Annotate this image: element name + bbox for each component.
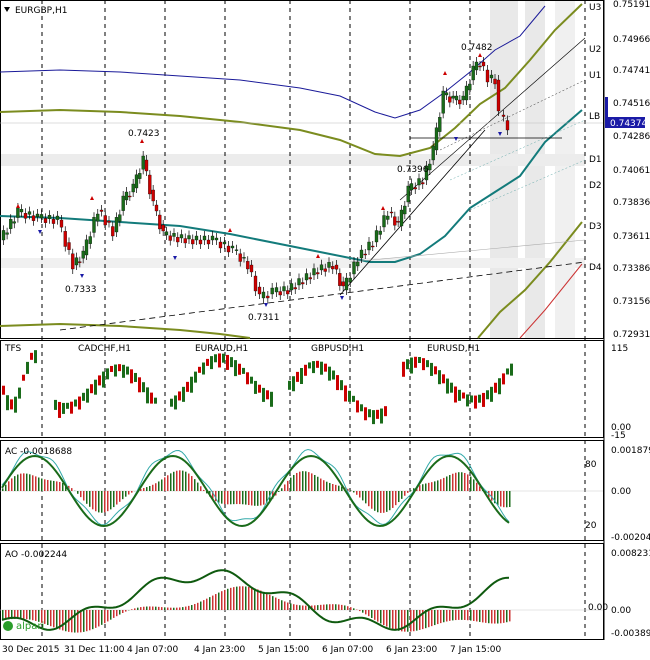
time-axis: 30 Dec 2015 31 Dec 11:00 4 Jan 07:00 4 J… <box>2 645 502 655</box>
dropdown-triangle-icon[interactable] <box>4 7 10 12</box>
envelope-lower-olive <box>0 322 251 339</box>
svg-text:4 Jan 23:00: 4 Jan 23:00 <box>194 645 246 655</box>
annotation-mid: 0.7396 <box>397 165 429 175</box>
red-channel-line <box>519 263 583 339</box>
svg-text:6 Jan 23:00: 6 Jan 23:00 <box>386 645 438 655</box>
ao-oscillator-panel[interactable]: AO -0.002244 0.008231 0.00 -0.003892 0.0… <box>0 543 650 640</box>
level-d1: D1 <box>589 155 602 165</box>
svg-text:20: 20 <box>585 521 597 531</box>
svg-text:0.73836: 0.73836 <box>613 198 650 208</box>
svg-text:5 Jan 15:00: 5 Jan 15:00 <box>258 645 310 655</box>
ao-label: AO -0.002244 <box>5 550 67 560</box>
current-price-label: 0.74374 <box>610 119 647 129</box>
pairs-label-gbpusd: GBPUSD,H1 <box>311 344 364 354</box>
level-u3: U3 <box>589 3 601 13</box>
pairs-panel[interactable]: TFS CADCHF,H1 EURAUD,H1 GBPUSD,H1 EURUSD… <box>0 340 632 442</box>
svg-text:115: 115 <box>611 344 628 354</box>
svg-text:0.75191: 0.75191 <box>613 0 650 10</box>
svg-text:0.74516: 0.74516 <box>613 99 650 109</box>
svg-text:0.00: 0.00 <box>611 423 631 433</box>
level-d4: D4 <box>589 263 602 273</box>
alpari-logo-icon <box>3 621 13 631</box>
svg-text:0.008231: 0.008231 <box>611 549 650 559</box>
alpari-logo-text: alpari <box>16 621 44 632</box>
level-lb: LB <box>589 112 600 122</box>
ac-label: AC -0.0018688 <box>5 447 72 457</box>
annotation-high-2: 0.7423 <box>128 129 160 139</box>
svg-text:0.74741: 0.74741 <box>613 66 650 76</box>
svg-text:6 Jan 07:00: 6 Jan 07:00 <box>322 645 374 655</box>
envelope-mid-olive <box>0 3 583 158</box>
annotation-low-1: 0.7333 <box>65 285 97 295</box>
svg-text:0.00: 0.00 <box>611 487 631 497</box>
annotation-high-1: 0.7482 <box>461 43 493 53</box>
svg-text:0.73611: 0.73611 <box>613 232 650 242</box>
level-u2: U2 <box>589 45 601 55</box>
symbol-title: EURGBP,H1 <box>15 6 67 16</box>
vertical-gridlines <box>41 0 586 640</box>
svg-text:0.74286: 0.74286 <box>613 132 650 142</box>
ac-oscillator-panel[interactable]: AC -0.0018688 0.001879 0.00 -0.002047 80… <box>0 440 650 544</box>
svg-text:-0.002047: -0.002047 <box>611 533 650 543</box>
price-axis: 0.75191 0.74966 0.74741 0.74516 0.74286 … <box>603 0 650 640</box>
envelope-lower-olive-right <box>477 221 583 339</box>
level-u1: U1 <box>589 71 601 81</box>
svg-text:0.001879: 0.001879 <box>611 446 650 456</box>
svg-text:0.00: 0.00 <box>611 606 631 616</box>
svg-text:7 Jan 15:00: 7 Jan 15:00 <box>450 645 502 655</box>
annotation-low-2: 0.7311 <box>248 313 280 323</box>
pairs-label-eurusd: EURUSD,H1 <box>427 344 480 354</box>
svg-text:30 Dec 2015: 30 Dec 2015 <box>2 645 60 655</box>
svg-text:-15: -15 <box>611 431 626 441</box>
svg-text:4 Jan 07:00: 4 Jan 07:00 <box>127 645 179 655</box>
pairs-label-cadchf: CADCHF,H1 <box>78 344 131 354</box>
svg-text:0.00: 0.00 <box>588 603 608 613</box>
envelope-upper-blue <box>0 5 546 119</box>
level-d2: D2 <box>589 181 602 191</box>
pairs-label-euraud: EURAUD,H1 <box>195 344 248 354</box>
svg-text:80: 80 <box>585 460 597 470</box>
svg-text:31 Dec 11:00: 31 Dec 11:00 <box>64 645 125 655</box>
svg-text:0.72931: 0.72931 <box>613 330 650 340</box>
teal-band <box>0 109 583 263</box>
svg-text:-0.003892: -0.003892 <box>611 629 650 639</box>
svg-text:0.74061: 0.74061 <box>613 166 650 176</box>
main-price-candles <box>1 53 510 307</box>
level-d3: D3 <box>589 222 602 232</box>
svg-text:0.73386: 0.73386 <box>613 264 650 274</box>
current-price-tag <box>605 117 645 128</box>
svg-text:0.73156: 0.73156 <box>613 297 650 307</box>
pairs-label-tfs: TFS <box>4 344 22 354</box>
svg-text:0.74966: 0.74966 <box>613 35 650 45</box>
